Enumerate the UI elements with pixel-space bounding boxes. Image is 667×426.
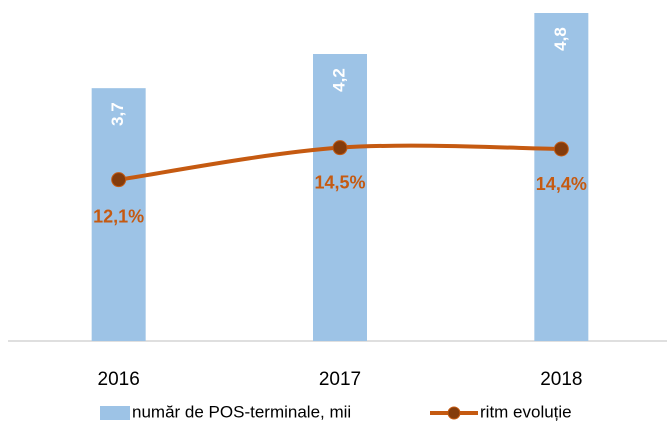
bar bbox=[534, 13, 589, 341]
x-tick-label: 2016 bbox=[98, 369, 140, 390]
line-value-label: 14,5% bbox=[314, 172, 365, 192]
bar bbox=[313, 54, 367, 341]
bar-value-label: 4,2 bbox=[329, 68, 348, 92]
bar-value-label: 4,8 bbox=[551, 27, 570, 51]
legend-swatch bbox=[100, 406, 130, 420]
line-marker bbox=[553, 141, 569, 157]
bar bbox=[91, 88, 146, 342]
line-value-label: 14,4% bbox=[536, 174, 587, 194]
line-marker bbox=[111, 172, 127, 188]
x-tick-label: 2018 bbox=[540, 369, 582, 390]
x-tick-label: 2017 bbox=[319, 369, 361, 390]
bar-value-label: 3,7 bbox=[108, 102, 127, 126]
legend-label: număr de POS-terminale, mii bbox=[132, 402, 351, 421]
line-marker bbox=[332, 140, 348, 156]
legend-marker bbox=[447, 406, 461, 420]
line-value-label: 12,1% bbox=[93, 206, 144, 226]
legend-label: ritm evoluție bbox=[480, 402, 572, 421]
